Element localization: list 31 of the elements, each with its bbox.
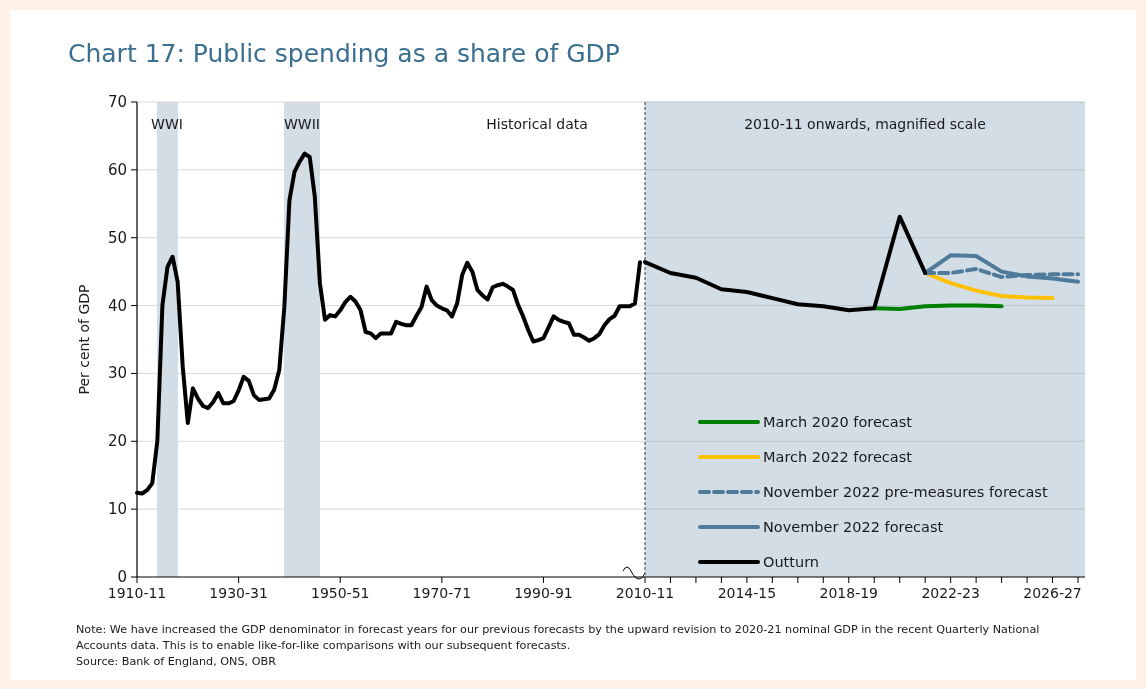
x-tick-label: 2026-27 (1023, 585, 1082, 601)
x-tick-label: 2014-15 (717, 585, 777, 601)
annotation: WWII (284, 116, 320, 132)
y-tick-label: 30 (107, 364, 127, 383)
y-axis-title: Per cent of GDP (76, 284, 92, 395)
x-tick-label: 2022-23 (921, 585, 980, 601)
legend-label: November 2022 forecast (763, 519, 944, 535)
y-tick-label: 60 (107, 160, 127, 179)
x-tick-label: 1930-31 (209, 585, 268, 601)
x-tick-label: 1910-11 (107, 585, 167, 601)
y-tick-label: 40 (107, 296, 127, 315)
annotation: 2010-11 onwards, magnified scale (744, 116, 986, 132)
y-tick-label: 10 (107, 500, 127, 519)
annotation: Historical data (486, 116, 588, 132)
chart-title: Chart 17: Public spending as a share of GDP (68, 39, 620, 68)
y-tick-label: 0 (117, 568, 127, 586)
legend-label: March 2020 forecast (763, 414, 913, 430)
legend-label: March 2022 forecast (763, 449, 913, 465)
y-tick-label: 20 (107, 432, 127, 451)
y-tick-label: 70 (107, 93, 127, 111)
annotation: WWI (151, 116, 183, 132)
x-tick-label: 2010-11 (615, 585, 675, 601)
x-tick-label: 1990-91 (514, 585, 573, 601)
x-tick-label: 2018-19 (819, 585, 879, 601)
x-tick-label: 1970-71 (412, 585, 472, 601)
text: Note: We have increased the GDP denominator in forecast years for our previous forecasts by the upward revision to 2020-21 nominal GDP in the recent Quarterly National Accounts data. This is to enable like-for-like comparisons with our subsequent forecasts. (76, 623, 1040, 652)
y-tick-label: 50 (107, 228, 127, 247)
source-note: Source: Bank of England, ONS, OBR (76, 655, 277, 668)
legend-label: Outturn (763, 554, 820, 570)
legend-label: November 2022 pre-measures forecast (763, 484, 1048, 500)
x-tick-label: 1950-51 (310, 585, 370, 601)
